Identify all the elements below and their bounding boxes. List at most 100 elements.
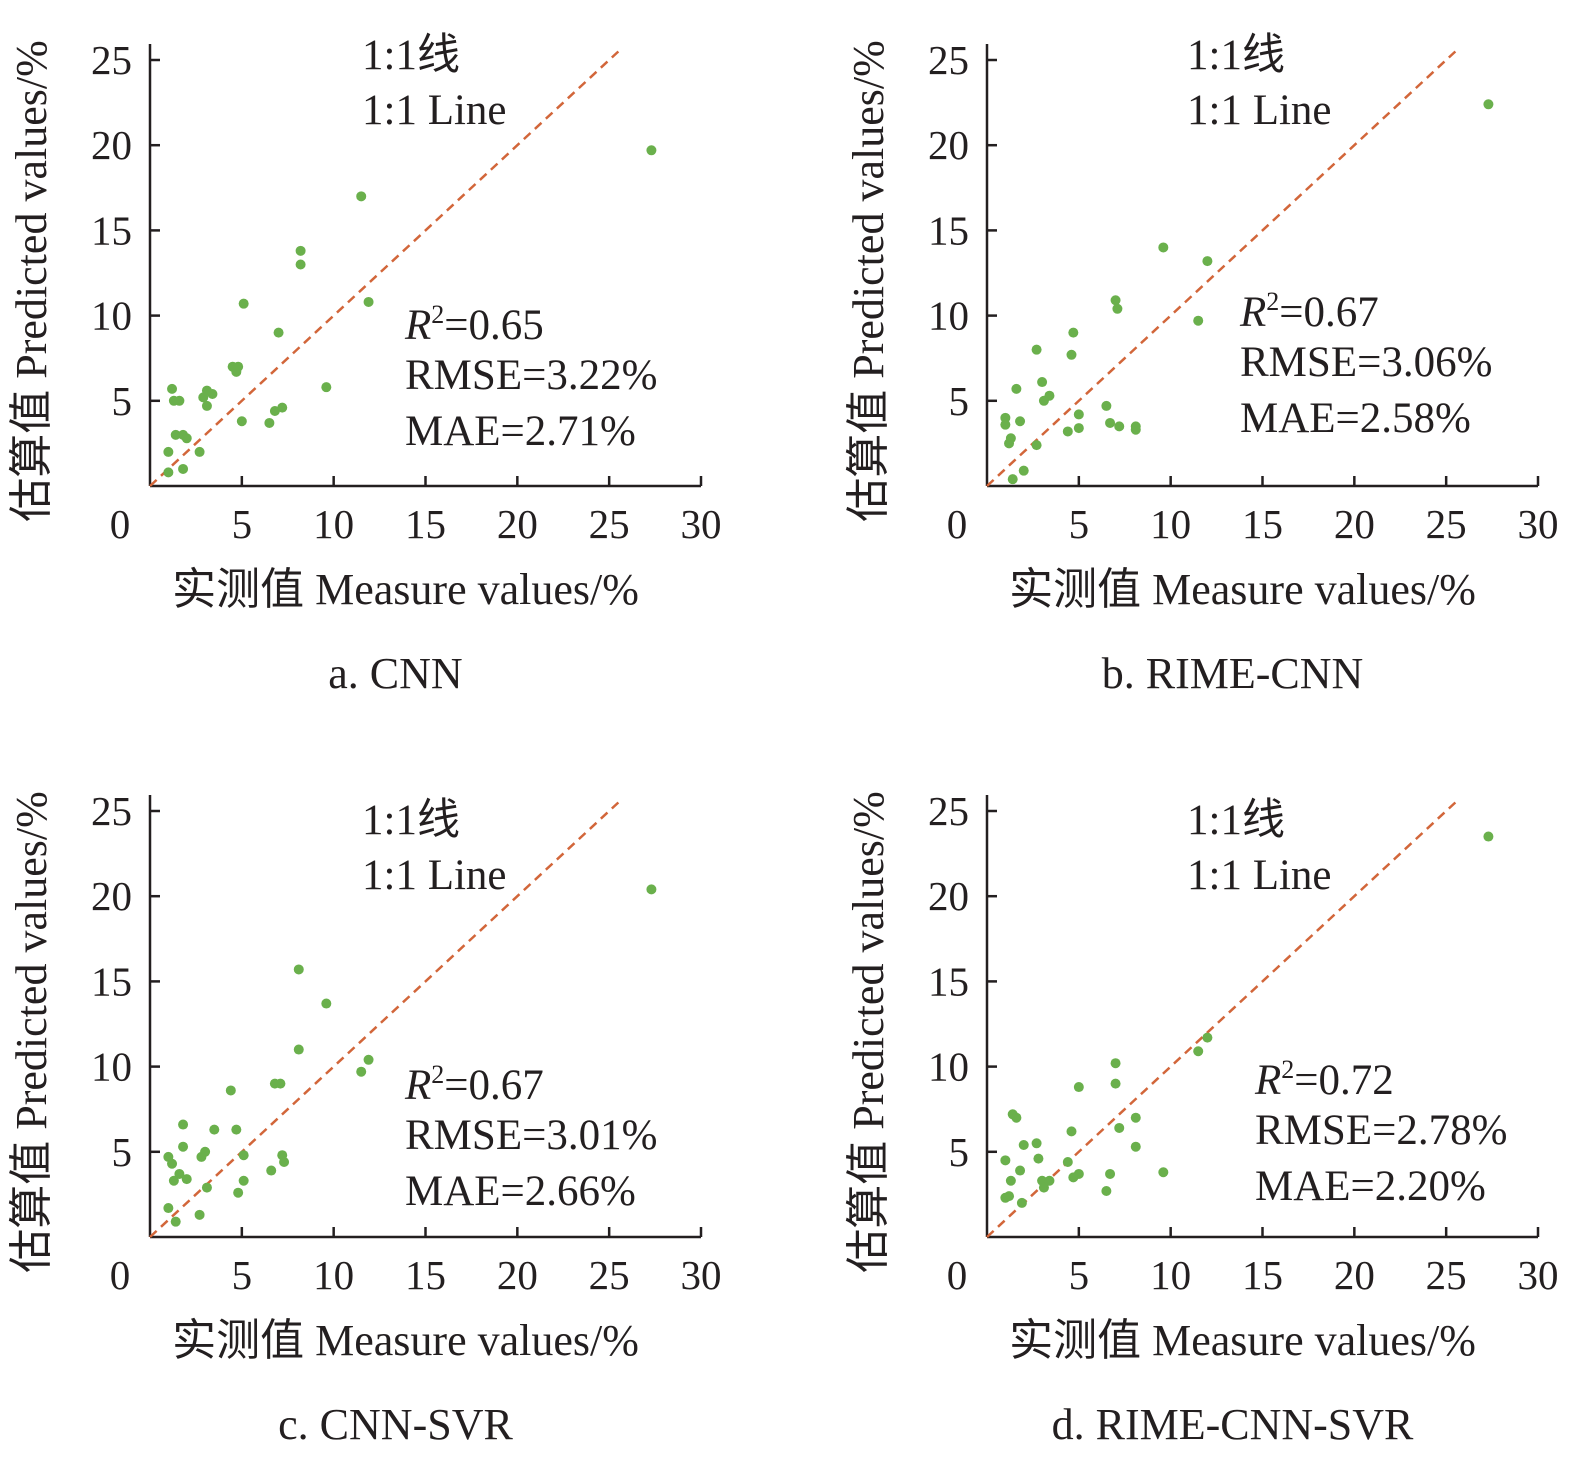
scatter-panel-rime-cnn: 0 5 10 15 20 25 30 5 10 15 20 25 实测值 Measure values/… bbox=[795, 0, 1575, 720]
data-point bbox=[1105, 417, 1116, 428]
x-tick-label: 20 bbox=[1334, 1252, 1375, 1298]
data-point bbox=[238, 298, 249, 309]
y-tick-label: 25 bbox=[928, 37, 969, 83]
x-tick-label: 0 bbox=[110, 1252, 131, 1298]
y-tick-label: 15 bbox=[928, 958, 969, 1004]
data-point bbox=[209, 1124, 220, 1135]
data-point bbox=[231, 1124, 242, 1135]
data-point bbox=[1101, 1185, 1112, 1196]
stat-r2: R2=0.67 bbox=[1239, 287, 1379, 336]
stat-r2: R2=0.67 bbox=[404, 1060, 544, 1109]
r-symbol: R bbox=[1254, 1057, 1281, 1104]
data-point bbox=[178, 1141, 189, 1152]
y-tick-label: 25 bbox=[91, 788, 132, 834]
x-tick-label: 25 bbox=[1426, 1252, 1467, 1298]
x-tick-label: 25 bbox=[589, 501, 630, 547]
data-point bbox=[1004, 1191, 1015, 1202]
data-point bbox=[1016, 1197, 1027, 1208]
x-tick-label: 5 bbox=[232, 1252, 253, 1298]
data-point bbox=[1073, 409, 1084, 420]
data-point bbox=[168, 1175, 179, 1186]
y-tick-label: 5 bbox=[949, 1129, 970, 1175]
data-point bbox=[238, 1150, 249, 1161]
x-tick-label: 25 bbox=[1426, 501, 1467, 547]
data-point bbox=[163, 446, 174, 457]
y-axis-label: 估算值 Predicted values/% bbox=[844, 40, 893, 521]
r2-value: =0.65 bbox=[444, 302, 544, 349]
x-tick-label: 10 bbox=[313, 1252, 354, 1298]
data-point bbox=[321, 998, 332, 1009]
r2-value: =0.72 bbox=[1294, 1057, 1394, 1104]
line-label-cn: 1:1线 bbox=[1187, 32, 1285, 79]
x-axis-label: 实测值 Measure values/% bbox=[172, 565, 639, 614]
one-to-one-line bbox=[149, 50, 620, 487]
data-point bbox=[207, 388, 218, 399]
x-tick-label: 0 bbox=[947, 501, 968, 547]
data-point bbox=[1110, 1058, 1121, 1069]
data-point bbox=[238, 1175, 249, 1186]
data-point bbox=[1066, 349, 1077, 360]
data-point bbox=[174, 395, 185, 406]
data-point bbox=[201, 400, 212, 411]
data-point bbox=[1044, 390, 1055, 401]
x-tick-label: 10 bbox=[313, 501, 354, 547]
y-tick-label: 20 bbox=[928, 122, 969, 168]
data-point bbox=[1101, 400, 1112, 411]
panel-caption: b. RIME-CNN bbox=[1102, 649, 1364, 698]
data-point bbox=[1031, 1138, 1042, 1149]
data-point bbox=[1073, 1082, 1084, 1093]
x-tick-label: 30 bbox=[1518, 1252, 1559, 1298]
y-tick-label: 25 bbox=[928, 788, 969, 834]
stat-rmse: RMSE=3.01% bbox=[405, 1112, 657, 1159]
data-point bbox=[225, 1085, 236, 1096]
data-point bbox=[233, 361, 244, 372]
data-point bbox=[321, 382, 332, 393]
x-tick-label: 15 bbox=[405, 1252, 446, 1298]
data-point bbox=[277, 402, 288, 413]
y-tick-label: 5 bbox=[949, 378, 970, 424]
x-tick-label: 5 bbox=[1069, 1252, 1090, 1298]
data-point bbox=[356, 1066, 367, 1077]
line-label-cn: 1:1线 bbox=[1187, 797, 1285, 844]
x-tick-label: 15 bbox=[405, 501, 446, 547]
data-point bbox=[1202, 256, 1213, 267]
data-point bbox=[170, 1216, 181, 1227]
data-point bbox=[273, 327, 284, 338]
stat-r2: R2=0.65 bbox=[404, 300, 544, 349]
y-tick-label: 15 bbox=[91, 207, 132, 253]
line-label-cn: 1:1线 bbox=[362, 32, 460, 79]
r2-value: =0.67 bbox=[444, 1062, 544, 1109]
y-tick-label: 20 bbox=[928, 873, 969, 919]
data-point bbox=[170, 429, 181, 440]
data-point bbox=[1110, 1078, 1121, 1089]
chart-svg: 0 5 10 15 20 25 30 5 10 15 20 25 实测值 Measure values/… bbox=[7, 788, 722, 1449]
data-point bbox=[1015, 416, 1026, 427]
stat-rmse: RMSE=2.78% bbox=[1255, 1107, 1507, 1154]
x-axis-label: 实测值 Measure values/% bbox=[1009, 565, 1476, 614]
data-point bbox=[266, 1165, 277, 1176]
r-superscript: 2 bbox=[431, 1060, 444, 1089]
stat-mae: MAE=2.66% bbox=[405, 1168, 636, 1215]
data-point bbox=[293, 964, 304, 975]
data-point bbox=[1112, 303, 1123, 314]
line-label-en: 1:1 Line bbox=[1187, 87, 1332, 134]
r-symbol: R bbox=[404, 1062, 431, 1109]
x-tick-label: 15 bbox=[1242, 1252, 1283, 1298]
r-superscript: 2 bbox=[431, 300, 444, 329]
data-point bbox=[1000, 412, 1011, 423]
data-point bbox=[1011, 383, 1022, 394]
data-point bbox=[279, 1157, 290, 1168]
data-point bbox=[1031, 440, 1042, 451]
data-point bbox=[1018, 465, 1029, 476]
data-point bbox=[1011, 1112, 1022, 1123]
scatter-panel-cnn: 0 5 10 15 20 25 30 5 10 15 20 25 实测值 Measure values/… bbox=[0, 0, 780, 720]
data-point bbox=[194, 446, 205, 457]
y-tick-label: 5 bbox=[112, 378, 133, 424]
y-tick-label: 10 bbox=[91, 1044, 132, 1090]
panel-caption: c. CNN-SVR bbox=[278, 1400, 513, 1449]
chart-svg: 0 5 10 15 20 25 30 5 10 15 20 25 实测值 Measure values/… bbox=[844, 788, 1559, 1449]
y-axis-label: 估算值 Predicted values/% bbox=[7, 40, 56, 521]
stat-mae: MAE=2.71% bbox=[405, 408, 636, 455]
x-tick-label: 25 bbox=[589, 1252, 630, 1298]
data-point bbox=[236, 416, 247, 427]
